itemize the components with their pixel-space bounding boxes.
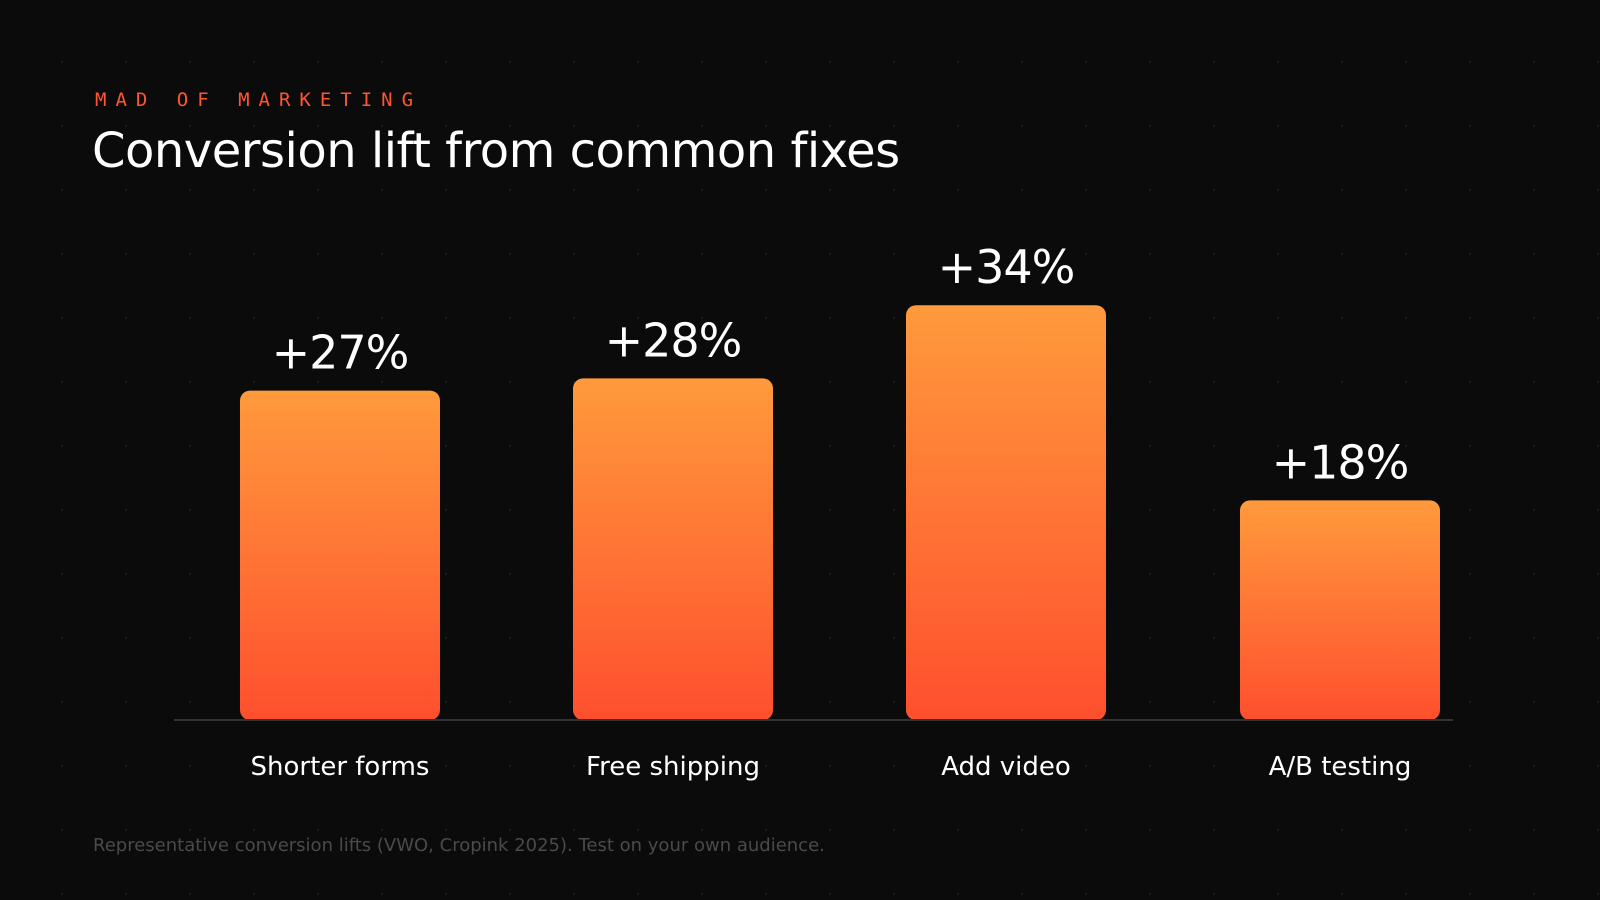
bar-a-b-testing (1240, 500, 1440, 720)
category-label-a-b-testing: A/B testing (1269, 752, 1412, 782)
bar-free-shipping (573, 378, 773, 720)
value-label-add-video: +34% (938, 240, 1075, 294)
bar-add-video (906, 305, 1106, 720)
eyebrow-label: MAD OF MARKETING (95, 89, 423, 111)
category-label-shorter-forms: Shorter forms (251, 752, 430, 782)
value-label-free-shipping: +28% (605, 313, 742, 367)
value-label-a-b-testing: +18% (1272, 435, 1409, 489)
page-title: Conversion lift from common fixes (92, 123, 900, 179)
footnote: Representative conversion lifts (VWO, Cr… (93, 835, 825, 856)
bar-shorter-forms (240, 390, 440, 720)
category-label-free-shipping: Free shipping (586, 752, 760, 782)
value-label-shorter-forms: +27% (272, 326, 409, 380)
category-label-add-video: Add video (941, 752, 1071, 782)
